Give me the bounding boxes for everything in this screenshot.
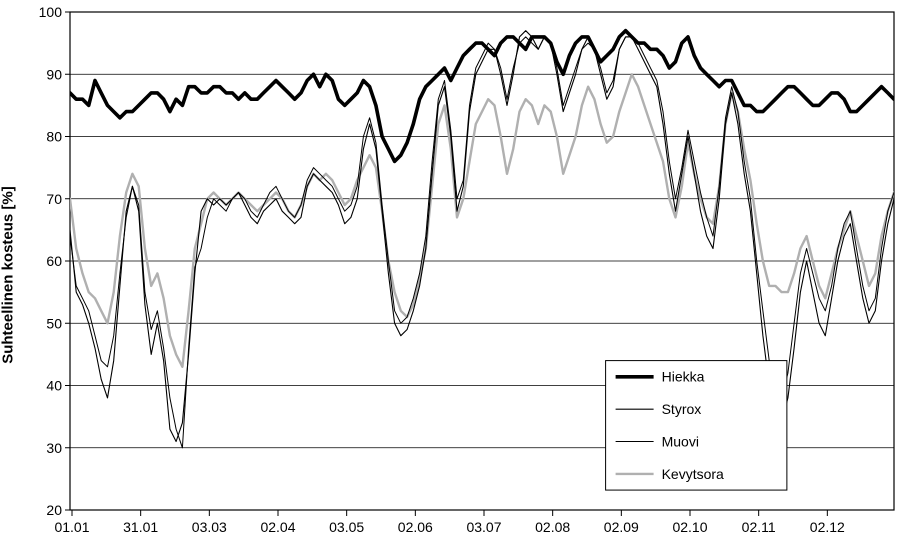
svg-text:02.12: 02.12 [810, 519, 845, 535]
svg-text:Muovi: Muovi [662, 433, 699, 449]
svg-text:60: 60 [46, 253, 62, 269]
svg-text:02.09: 02.09 [604, 519, 639, 535]
svg-text:Styrox: Styrox [662, 401, 702, 417]
svg-text:80: 80 [46, 129, 62, 145]
svg-text:02.08: 02.08 [535, 519, 570, 535]
chart-svg: 20 30 40 50 60 70 80 90 100 01.01 31.01 03.03 02.04 0… [0, 0, 914, 550]
y-axis-label: Suhteellinen kosteus [%] [0, 186, 17, 364]
svg-text:02.06: 02.06 [398, 519, 433, 535]
humidity-line-chart: Suhteellinen kosteus [%] 20 30 40 50 60 70 80 9… [0, 0, 914, 550]
svg-text:70: 70 [46, 191, 62, 207]
svg-text:03.07: 03.07 [466, 519, 501, 535]
svg-text:30: 30 [46, 440, 62, 456]
svg-text:Hiekka: Hiekka [662, 369, 705, 385]
svg-text:01.01: 01.01 [54, 519, 89, 535]
svg-text:50: 50 [46, 315, 62, 331]
svg-text:03.05: 03.05 [329, 519, 364, 535]
svg-text:90: 90 [46, 66, 62, 82]
svg-text:40: 40 [46, 378, 62, 394]
svg-text:02.04: 02.04 [260, 519, 295, 535]
svg-text:20: 20 [46, 502, 62, 518]
svg-text:100: 100 [39, 4, 63, 20]
svg-text:02.11: 02.11 [742, 519, 776, 535]
svg-text:31.01: 31.01 [123, 519, 158, 535]
svg-text:02.10: 02.10 [672, 519, 707, 535]
svg-text:Kevytsora: Kevytsora [662, 466, 724, 482]
svg-text:03.03: 03.03 [192, 519, 227, 535]
